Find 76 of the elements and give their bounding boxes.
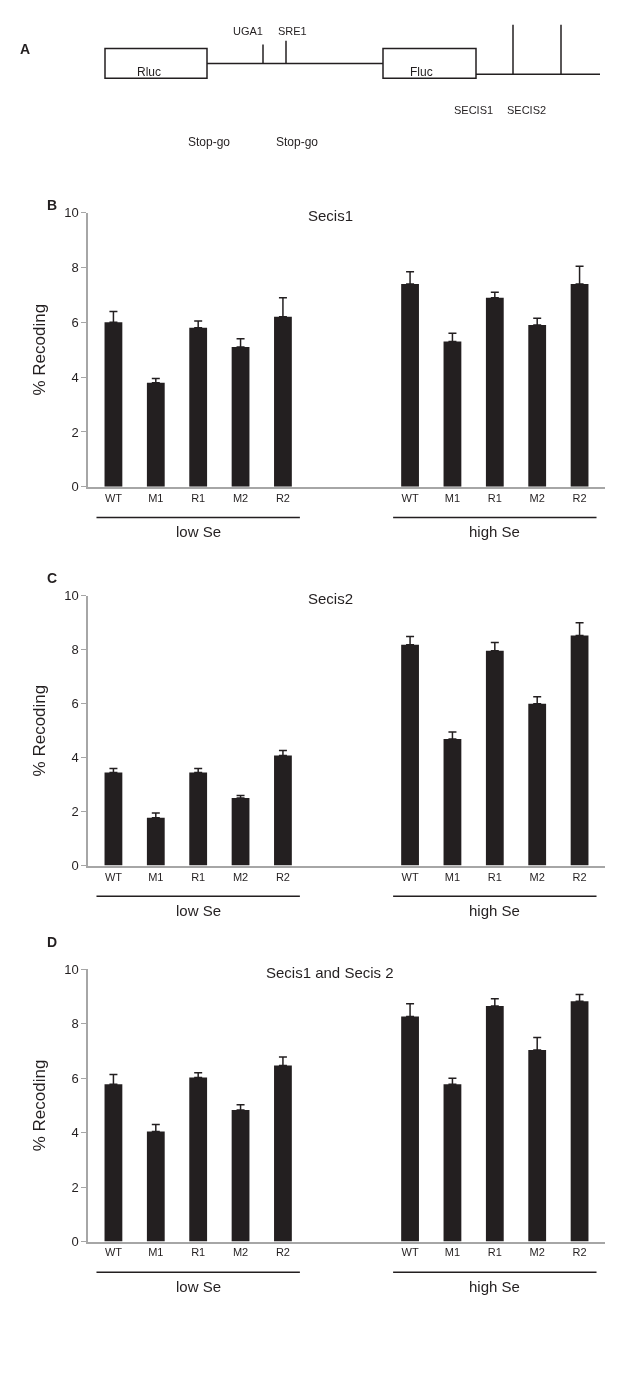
x-tick-label: M1 [148, 870, 164, 883]
y-tick-label: 2 [71, 804, 79, 820]
text: Fluc [410, 65, 433, 79]
text: high Se [469, 902, 520, 919]
x-tick-label: M2 [232, 1246, 249, 1259]
y-tick-label: 0 [71, 479, 79, 495]
text: low Se [176, 1278, 222, 1295]
text: B [47, 197, 58, 213]
text: low Se [176, 523, 222, 540]
y-tick-label: 4 [71, 1125, 79, 1141]
bar [231, 798, 250, 866]
text: high Se [469, 523, 520, 540]
y-axis-title: % Recoding [30, 1059, 50, 1152]
y-tick-label: 4 [71, 369, 79, 385]
x-tick-label: R2 [572, 1246, 587, 1259]
text: D [47, 934, 58, 950]
x-tick-label: WT [104, 1246, 123, 1259]
x-tick-label: M2 [529, 1246, 545, 1259]
text: SRE1 [278, 25, 307, 37]
text: Rluc [137, 65, 162, 79]
x-tick-label: M1 [444, 1246, 461, 1259]
x-tick-label: R1 [191, 1246, 206, 1259]
x-tick-label: WT [104, 870, 123, 883]
text: A [20, 41, 31, 57]
x-tick-label: R2 [275, 870, 290, 883]
x-tick-label: WT [401, 1246, 419, 1259]
text: low Se [176, 902, 222, 919]
x-tick-label: R1 [487, 870, 502, 883]
x-tick-label: WT [401, 491, 419, 504]
y-tick-label: 8 [71, 1016, 79, 1032]
x-tick-label: M2 [232, 870, 249, 883]
x-tick-label: R1 [487, 491, 502, 504]
x-tick-label: R1 [487, 1246, 502, 1259]
x-tick-label: R2 [275, 1246, 290, 1259]
x-tick-label: M1 [148, 491, 164, 504]
x-tick-label: R1 [191, 491, 206, 504]
y-tick-label: 8 [71, 642, 79, 658]
y-tick-label: 0 [71, 858, 79, 874]
x-tick-label: R2 [572, 491, 587, 504]
x-tick-label: WT [401, 870, 419, 883]
text: Stop-go [188, 135, 231, 149]
y-tick-label: 2 [71, 424, 79, 440]
text: high Se [469, 1278, 520, 1295]
y-tick-label: 6 [71, 1070, 79, 1086]
x-tick-label: R2 [275, 491, 290, 504]
x-tick-label: M1 [444, 870, 461, 883]
y-tick-label: 8 [71, 260, 79, 276]
bar [104, 772, 123, 866]
text: UGA1 [233, 25, 263, 37]
x-tick-label: M1 [444, 491, 461, 504]
y-tick-label: 6 [71, 696, 79, 712]
chart-title: Secis1 [308, 207, 354, 224]
text: SECIS1 [454, 104, 494, 116]
bar [189, 772, 208, 866]
x-tick-label: M1 [148, 1246, 164, 1259]
y-tick-label: 10 [64, 962, 79, 978]
x-tick-label: M2 [232, 491, 249, 504]
y-tick-label: 10 [64, 205, 79, 221]
y-tick-label: 10 [64, 588, 79, 604]
y-tick-label: 4 [71, 750, 79, 766]
x-tick-label: R1 [191, 870, 206, 883]
x-tick-label: R2 [572, 870, 587, 883]
bar [146, 382, 165, 487]
x-tick-label: M2 [529, 870, 545, 883]
chart-title: Secis1 and Secis 2 [266, 964, 394, 981]
y-tick-label: 6 [71, 314, 79, 330]
y-axis-title: % Recoding [30, 684, 50, 777]
y-tick-label: 2 [71, 1179, 79, 1195]
text: Stop-go [276, 135, 319, 149]
y-axis-title: % Recoding [30, 303, 50, 396]
text: SECIS2 [507, 104, 547, 116]
text: C [47, 570, 58, 586]
x-tick-label: WT [104, 491, 123, 504]
y-tick-label: 0 [71, 1234, 79, 1250]
chart-title: Secis2 [308, 590, 354, 607]
x-tick-label: M2 [529, 491, 545, 504]
